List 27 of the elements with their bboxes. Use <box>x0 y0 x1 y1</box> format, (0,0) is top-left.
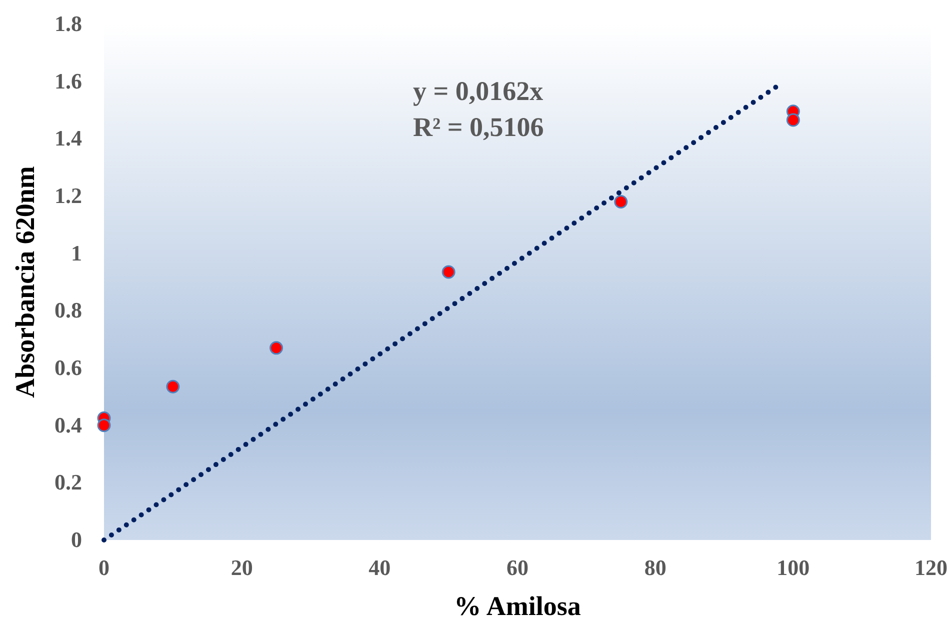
x-tick-label: 40 <box>368 555 391 580</box>
y-tick-label: 1.4 <box>54 126 82 151</box>
point <box>166 380 180 394</box>
y-tick-label: 0.4 <box>54 412 82 438</box>
y-tick-label: 0.2 <box>54 470 82 495</box>
x-tick-label: 120 <box>914 555 948 580</box>
y-tick-label: 0.6 <box>54 355 82 380</box>
x-tick-label: 20 <box>230 555 253 580</box>
point <box>786 113 800 127</box>
annotation: y = 0,0162x <box>413 76 544 106</box>
y-tick-label: 1 <box>71 240 82 266</box>
point <box>442 265 456 279</box>
y-tick-label: 1.2 <box>54 183 82 208</box>
x-tick-label: 0 <box>98 555 110 580</box>
y-tick-label: 1.6 <box>54 68 82 94</box>
y-axis-title: Absorbancia 620nm <box>10 166 40 398</box>
point <box>270 341 284 355</box>
y-tick-label: 1.8 <box>54 11 82 36</box>
x-tick-label: 80 <box>644 555 666 580</box>
point <box>97 418 111 432</box>
point <box>614 194 628 208</box>
x-tick-label: 100 <box>776 555 810 580</box>
x-tick-label: 60 <box>506 555 528 580</box>
y-tick-label: 0.8 <box>54 298 82 323</box>
x-axis-title: % Amilosa <box>454 591 582 621</box>
y-tick-label: 0 <box>71 527 82 552</box>
annotation: R² = 0,5106 <box>413 112 544 142</box>
